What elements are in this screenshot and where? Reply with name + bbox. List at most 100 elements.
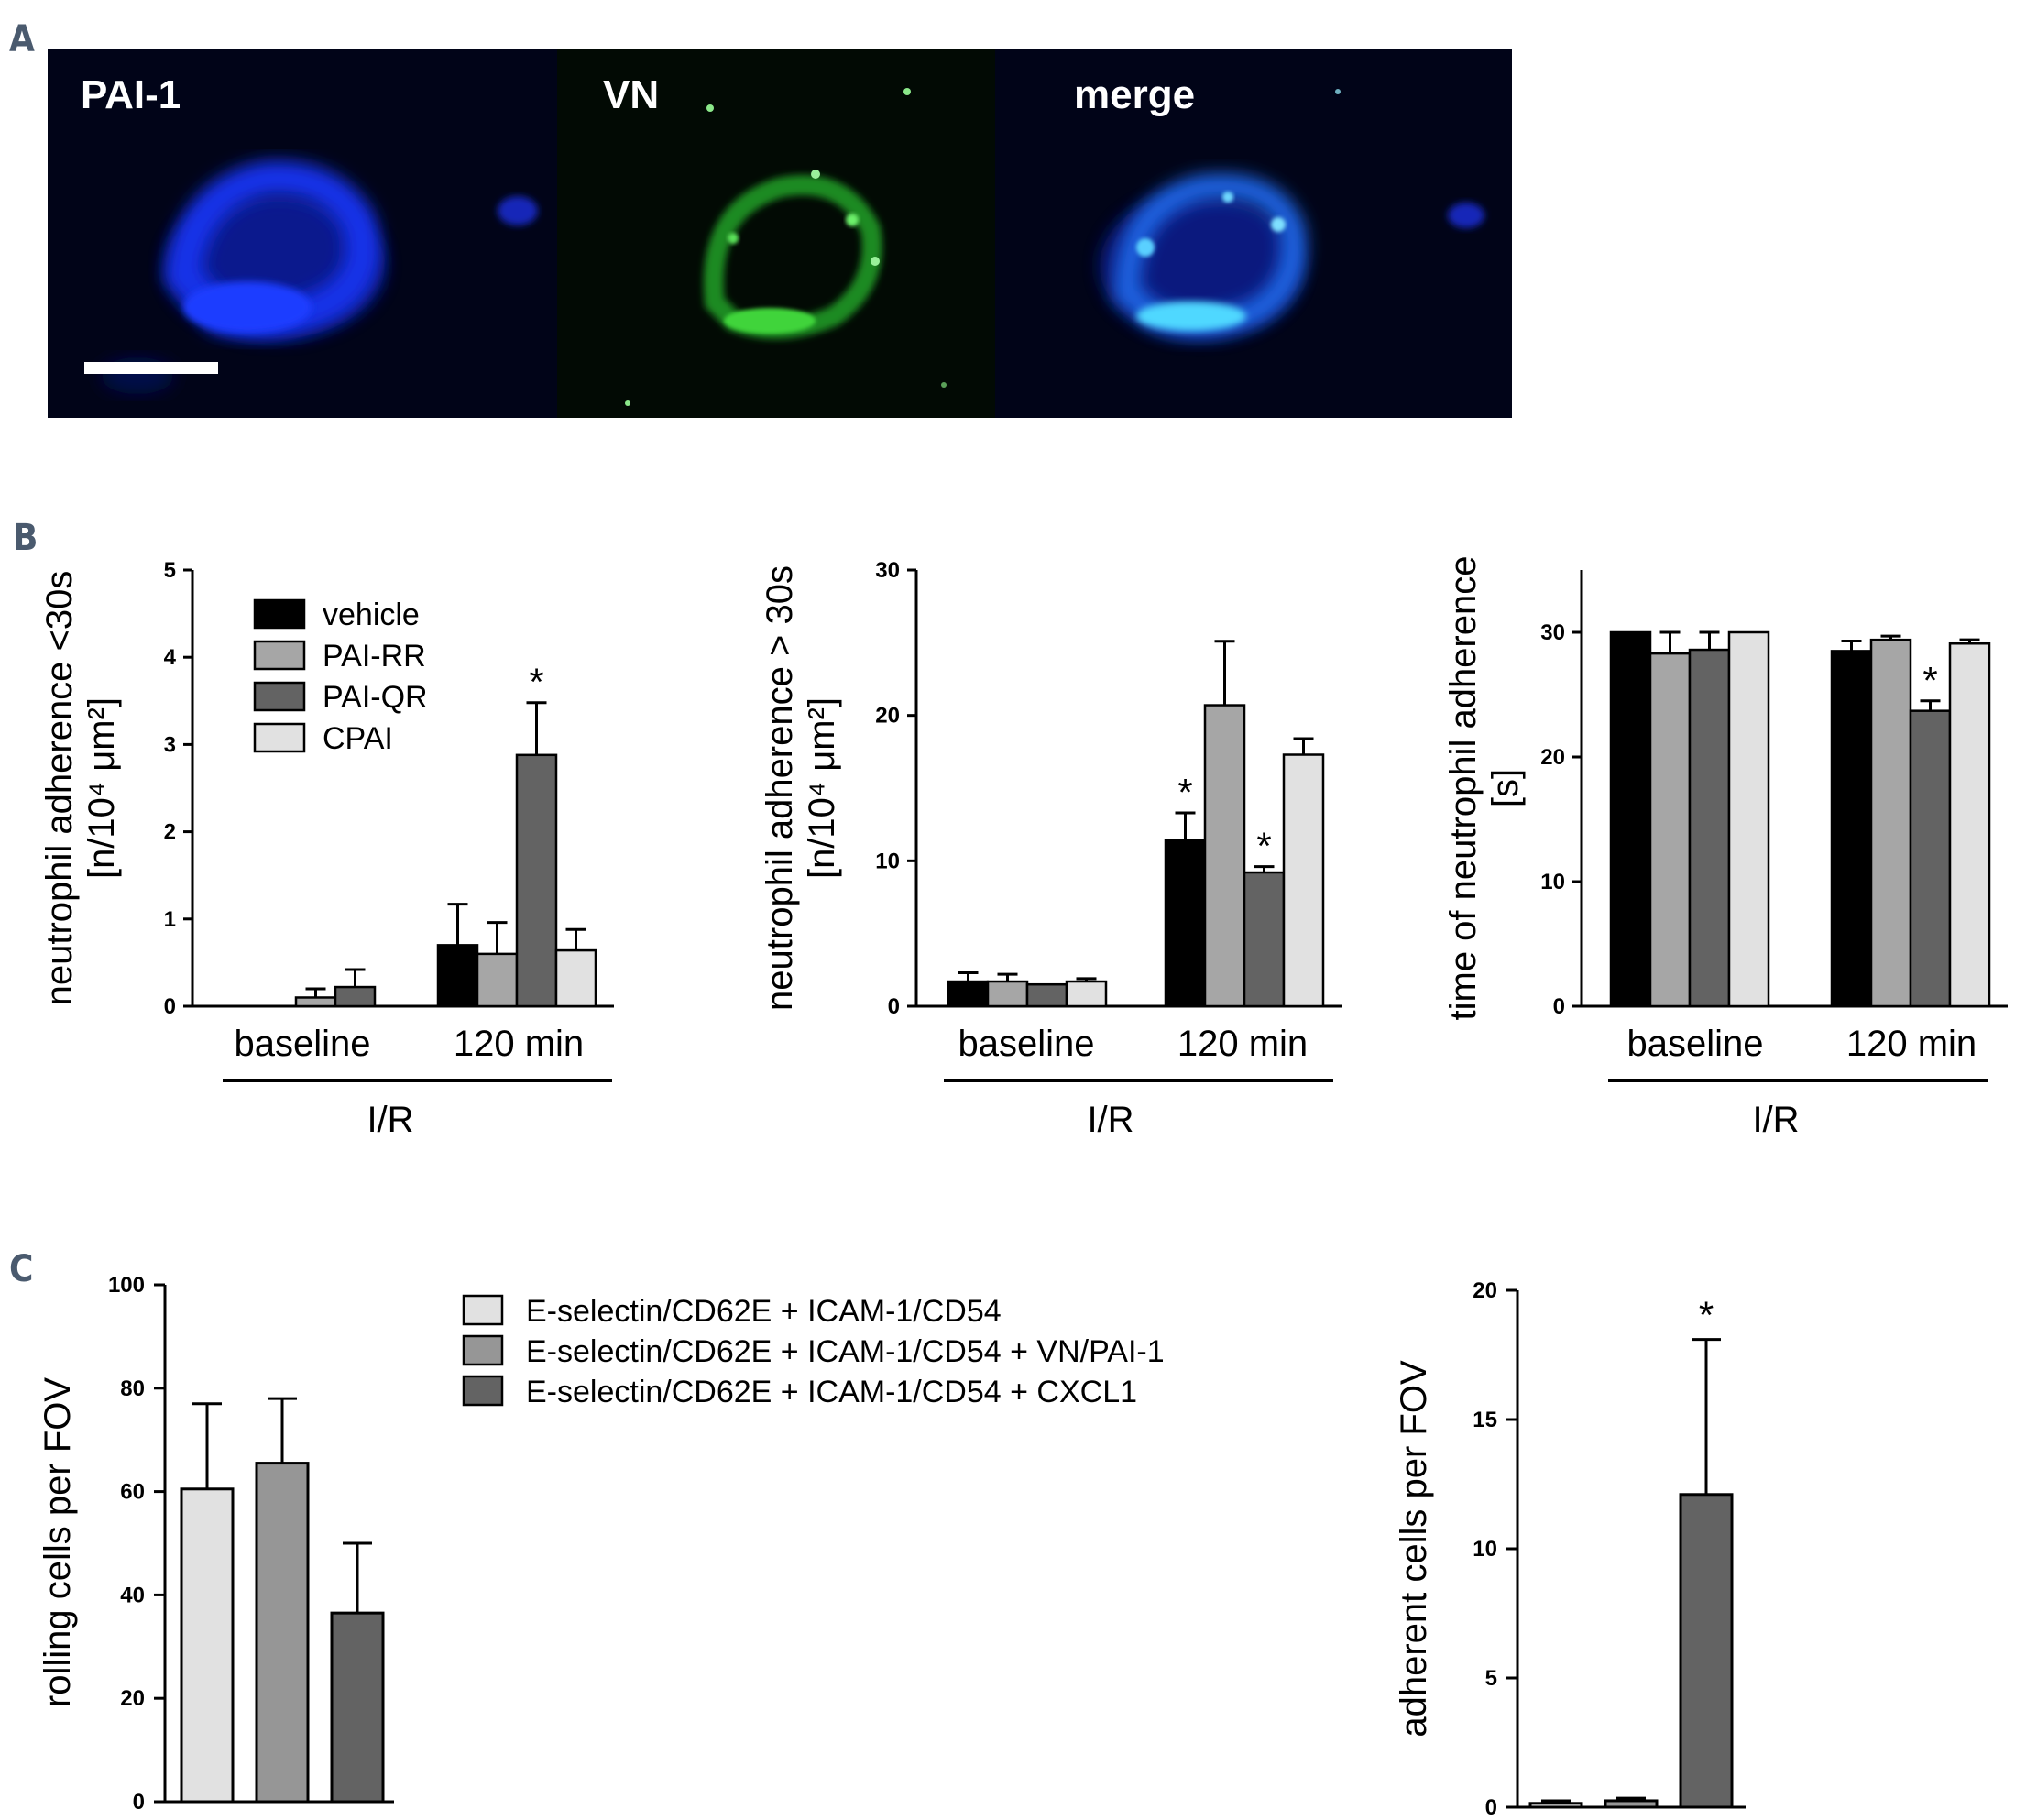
y-tick-label: 5 <box>1485 1666 1497 1691</box>
bar <box>1025 982 1068 1008</box>
y-tick-label: 0 <box>1553 994 1565 1019</box>
legend-label: CPAI <box>323 721 393 756</box>
y-tick-label: 5 <box>164 558 176 583</box>
panel-letter-c: C <box>9 1248 33 1290</box>
y-tick-label: 3 <box>164 732 176 757</box>
legend-label: E-selectin/CD62E + ICAM-1/CD54 + CXCL1 <box>526 1375 1137 1409</box>
chart-b2: 0 10 20 30 * * baseline 120 min I/R neutrophil ad… <box>760 558 1342 1140</box>
micrograph-label-vn: VN <box>603 72 659 117</box>
y-tick-label: 30 <box>1540 620 1565 645</box>
bar <box>436 944 479 1008</box>
y-tick-label: 10 <box>875 849 900 873</box>
bar <box>1065 980 1108 1008</box>
panel-letter-b: B <box>13 517 38 559</box>
bar <box>1948 641 1991 1008</box>
y-tick-label: 0 <box>1485 1795 1497 1820</box>
micrograph-strip: PAI-1 VN merge <box>48 49 1512 418</box>
y-axis-label: neutrophil adherence <30s <box>39 571 80 1006</box>
x-category-label: 120 min <box>1177 1024 1308 1064</box>
charts: 0 1 2 3 4 5 * baseline 120 min I/R neutrophil adhe… <box>38 556 2008 1820</box>
bar <box>1688 648 1731 1008</box>
micrograph-label-pai1: PAI-1 <box>81 72 181 117</box>
y-tick-label: 80 <box>120 1376 145 1401</box>
micrograph-label-merge: merge <box>1074 72 1195 117</box>
legend-swatch <box>462 1375 504 1407</box>
y-axis-label: [n/10⁴ μm²] <box>82 697 122 879</box>
panel-letter-a: A <box>9 18 35 60</box>
bar <box>1909 709 1952 1008</box>
scale-bar <box>84 362 218 374</box>
legend-swatch <box>462 1294 504 1326</box>
group-label: I/R <box>1087 1100 1133 1140</box>
y-tick-label: 20 <box>1473 1278 1497 1303</box>
y-tick-label: 20 <box>875 704 900 729</box>
y-tick-label: 100 <box>108 1273 145 1298</box>
bar <box>334 985 377 1008</box>
y-tick-label: 60 <box>120 1480 145 1505</box>
bar <box>1164 839 1207 1008</box>
chart-c2: 0 5 10 15 20 * adherent cells per FOV <box>1394 1278 1746 1820</box>
y-tick-label: 15 <box>1473 1408 1497 1432</box>
bar <box>1869 638 1912 1008</box>
legend-swatch <box>253 598 306 630</box>
legend-label: E-selectin/CD62E + ICAM-1/CD54 + VN/PAI-… <box>526 1334 1165 1369</box>
y-axis-label: neutrophil adherence > 30s <box>760 565 800 1011</box>
significance-marker: * <box>529 661 543 704</box>
y-axis-label: [n/10⁴ μm²] <box>802 697 842 879</box>
y-tick-label: 1 <box>164 907 176 932</box>
bar <box>294 996 337 1008</box>
bar <box>554 948 597 1008</box>
significance-marker: * <box>1177 771 1192 814</box>
y-axis-label: adherent cells per FOV <box>1394 1360 1434 1738</box>
bar <box>330 1611 385 1804</box>
micrograph-merge <box>995 49 1512 418</box>
y-axis-label: rolling cells per FOV <box>38 1377 78 1707</box>
bar <box>476 952 519 1008</box>
bar <box>1648 652 1692 1008</box>
legend-c: E-selectin/CD62E + ICAM-1/CD54 E-selectin… <box>462 1294 1165 1409</box>
y-tick-label: 2 <box>164 820 176 845</box>
chart-b1: 0 1 2 3 4 5 * baseline 120 min I/R neutrophil adhe… <box>39 558 614 1140</box>
legend-b: vehicle PAI-RR PAI-QR CPAI <box>253 598 428 756</box>
x-category-label: baseline <box>1626 1024 1763 1064</box>
legend-swatch <box>253 640 306 671</box>
bar <box>1604 1799 1659 1809</box>
group-label: I/R <box>1752 1100 1799 1140</box>
y-tick-label: 0 <box>133 1790 145 1815</box>
significance-marker: * <box>1922 659 1937 702</box>
x-category-label: baseline <box>234 1024 370 1064</box>
bar <box>255 1462 310 1804</box>
x-category-label: 120 min <box>1846 1024 1977 1064</box>
y-tick-label: 20 <box>120 1686 145 1711</box>
legend-label: PAI-RR <box>323 639 426 674</box>
significance-marker: * <box>1699 1294 1714 1337</box>
y-axis-label: [s] <box>1485 769 1526 807</box>
legend-swatch <box>253 722 306 753</box>
bar <box>1203 704 1246 1008</box>
bar <box>180 1487 235 1804</box>
y-tick-label: 10 <box>1473 1537 1497 1562</box>
chart-c1: 0 20 40 60 80 100 rolling cells per FOV <box>38 1273 394 1815</box>
y-tick-label: 40 <box>120 1583 145 1607</box>
bar <box>1528 1802 1583 1809</box>
chart-b3: 0 10 20 30 * baseline 120 min I/R time of neutro… <box>1443 556 2008 1140</box>
y-axis-label: time of neutrophil adherence <box>1443 556 1484 1021</box>
y-tick-label: 30 <box>875 558 900 583</box>
x-category-label: 120 min <box>454 1024 584 1064</box>
y-tick-label: 4 <box>164 645 177 670</box>
legend-label: E-selectin/CD62E + ICAM-1/CD54 <box>526 1294 1002 1329</box>
legend-label: vehicle <box>323 598 420 632</box>
y-tick-label: 0 <box>164 994 176 1019</box>
bar <box>986 980 1029 1008</box>
bar <box>947 980 990 1008</box>
bar <box>1679 1493 1734 1809</box>
bar <box>515 753 558 1008</box>
legend-swatch <box>253 681 306 712</box>
legend-swatch <box>462 1334 504 1366</box>
bar <box>1243 871 1286 1008</box>
x-category-label: baseline <box>958 1024 1094 1064</box>
significance-marker: * <box>1256 825 1271 868</box>
bar <box>1830 650 1873 1008</box>
y-tick-label: 0 <box>888 994 900 1019</box>
